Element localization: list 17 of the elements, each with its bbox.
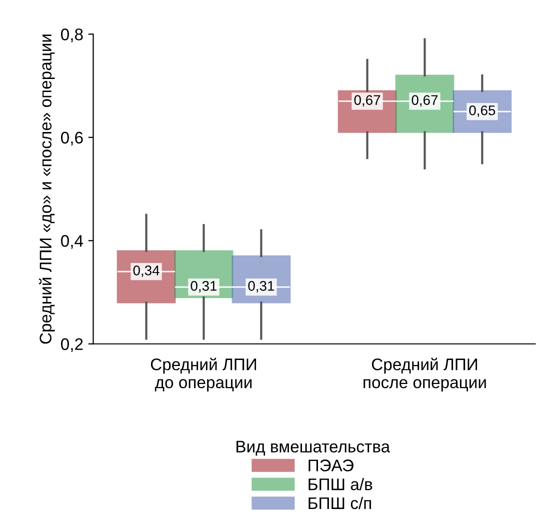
text: 0,34 bbox=[133, 265, 160, 277]
x-tick-label: Средний ЛПИ до операции bbox=[150, 358, 256, 392]
text: 0,67 bbox=[354, 95, 380, 107]
x-tick-label: Средний ЛПИ после операции bbox=[364, 358, 486, 392]
text: 0,31 bbox=[190, 280, 217, 292]
legend-label: БПШ с/п bbox=[308, 496, 371, 510]
text: 0,67 bbox=[412, 95, 438, 107]
y-tick-label: 0,2 bbox=[61, 338, 83, 352]
text: 0,65 bbox=[469, 105, 496, 117]
legend-title: Вид вмешательства bbox=[236, 440, 390, 456]
legend-label: ПЭАЭ bbox=[308, 460, 354, 472]
legend-label: БПШ а/в bbox=[308, 478, 372, 490]
y-tick-label: 0,4 bbox=[61, 235, 84, 249]
y-tick-label: 0,6 bbox=[61, 132, 83, 146]
y-tick-label: 0,8 bbox=[61, 28, 83, 42]
y-axis-title: Средний ЛПИ «до» и «после» операции bbox=[38, 34, 55, 344]
text: 0,31 bbox=[248, 280, 274, 292]
